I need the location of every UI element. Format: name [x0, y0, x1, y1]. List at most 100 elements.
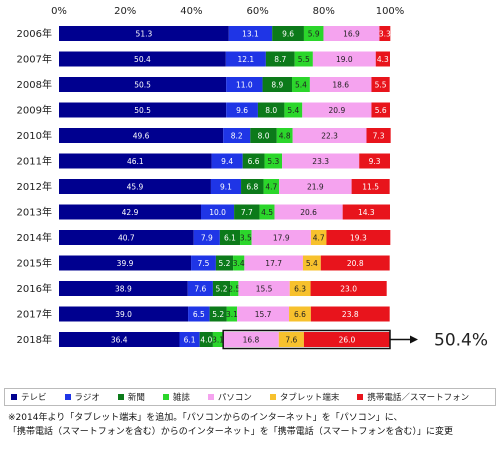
data-label: 3.4 — [233, 259, 245, 268]
bar-segment — [284, 102, 303, 118]
data-label: 6.6 — [294, 310, 306, 319]
data-label: 9.6 — [236, 106, 248, 115]
data-label: 39.0 — [115, 310, 132, 319]
data-label: 50.5 — [134, 106, 151, 115]
data-label: 7.6 — [194, 284, 206, 293]
bar-segment — [310, 281, 387, 296]
x-tick-label: 20% — [114, 6, 136, 17]
year-label: 2015年 — [17, 257, 52, 270]
bar-segment — [371, 77, 390, 92]
data-label: 9.3 — [369, 157, 381, 166]
bar-segment — [375, 51, 390, 67]
bar-segment — [226, 306, 238, 322]
data-label: 5.4 — [295, 80, 307, 89]
data-label: 3.3 — [379, 29, 391, 38]
data-label: 4.7 — [265, 182, 277, 191]
bar-segment — [310, 230, 327, 245]
bar-segment — [310, 306, 390, 322]
year-label: 2017年 — [17, 308, 52, 321]
data-label: 3.1 — [226, 310, 238, 319]
data-label: 8.9 — [271, 80, 283, 89]
bar-segment — [262, 77, 293, 92]
data-label: 9.4 — [221, 157, 233, 166]
data-label: 19.3 — [350, 233, 367, 242]
data-label: 5.3 — [267, 157, 279, 166]
data-label: 3.1 — [212, 335, 224, 344]
legend-swatch — [357, 394, 364, 400]
bar-segment — [211, 153, 243, 169]
callout-label: 50.4% — [434, 331, 488, 351]
x-tick-label: 100% — [376, 6, 405, 17]
bar-segment — [225, 51, 266, 67]
bar-segment — [282, 153, 360, 169]
bar-segment — [223, 128, 251, 143]
stacked-bar-chart: 0% 20% 40% 60% 80% 100% 2006年 51.3 13.1 9.6 5.9 16… — [17, 6, 488, 351]
bar-segment — [241, 179, 264, 194]
bar-segment — [326, 230, 391, 245]
data-label: 8.2 — [231, 131, 243, 140]
data-label: 18.6 — [332, 80, 349, 89]
bar-segment — [342, 204, 390, 220]
bar-segment — [309, 77, 372, 92]
bar-segment — [212, 281, 231, 296]
legend-item: 新聞 — [117, 391, 145, 403]
bar-segment — [188, 306, 210, 322]
bar-segment — [191, 255, 216, 271]
bar-segment — [226, 102, 258, 118]
legend: テレビ ラジオ 新聞 雑誌 パソコン タブレット端末 携帯電話／スマートフォン — [4, 388, 496, 406]
legend-label: パソコン — [217, 393, 252, 403]
legend-swatch — [11, 394, 17, 400]
bar-segment — [323, 26, 380, 41]
data-label: 11.0 — [236, 80, 253, 89]
x-tick-label: 40% — [180, 6, 202, 17]
year-label: 2008年 — [17, 78, 52, 91]
year-label: 2014年 — [17, 231, 52, 244]
bar-segment — [226, 77, 263, 92]
bar-segment — [265, 51, 295, 67]
data-label: 4.5 — [261, 208, 273, 217]
bar-segment — [59, 332, 180, 347]
data-label: 5.2 — [216, 284, 228, 293]
legend-label: ラジオ — [74, 393, 100, 403]
x-axis-ticks: 0% 20% 40% 60% 80% 100% — [51, 6, 404, 17]
bar-segment — [212, 332, 224, 347]
data-label: 11.5 — [362, 182, 379, 191]
bar-segment — [264, 153, 283, 169]
bar-segment — [228, 26, 273, 41]
callout-arrow-head — [410, 335, 418, 344]
data-label: 38.9 — [115, 284, 132, 293]
bar-segment — [59, 51, 226, 67]
data-label: 5.4 — [306, 259, 318, 268]
bar-segment — [303, 332, 390, 347]
bar-segment — [259, 204, 275, 220]
data-label: 5.9 — [308, 29, 320, 38]
bar-segment — [199, 332, 213, 347]
legend-swatch — [117, 394, 124, 400]
legend-swatch — [269, 394, 276, 400]
legend-swatch — [64, 394, 71, 400]
data-label: 9.6 — [282, 29, 294, 38]
data-label: 20.9 — [329, 106, 346, 115]
data-label: 4.3 — [377, 55, 389, 64]
data-label: 7.5 — [198, 259, 210, 268]
bar-segment — [59, 102, 227, 118]
data-label: 9.1 — [220, 182, 232, 191]
data-label: 23.0 — [340, 284, 357, 293]
data-label: 14.3 — [358, 208, 375, 217]
legend-item: テレビ — [11, 391, 47, 403]
bar-segment — [272, 26, 304, 41]
bar-segment — [292, 128, 367, 143]
data-label: 16.9 — [343, 29, 360, 38]
bar-segment — [209, 306, 227, 322]
data-label: 7.9 — [201, 233, 213, 242]
bar-segment — [359, 153, 390, 169]
data-label: 17.7 — [265, 259, 282, 268]
legend-item: タブレット端末 — [269, 391, 339, 403]
legend-swatch — [207, 394, 214, 400]
data-label: 5.2 — [212, 310, 224, 319]
bar-segment — [302, 255, 321, 271]
data-label: 19.0 — [336, 55, 353, 64]
bar-segment — [210, 179, 242, 194]
data-label: 4.8 — [279, 131, 291, 140]
data-label: 23.3 — [312, 157, 329, 166]
